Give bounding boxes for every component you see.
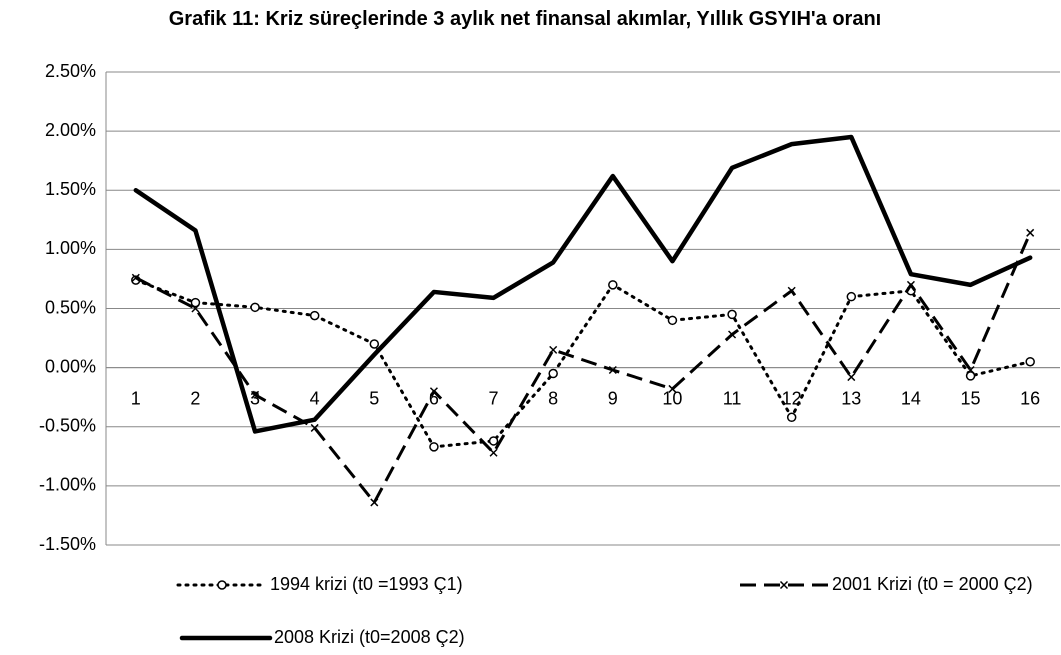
point-marker: [429, 387, 438, 396]
point-marker: [786, 412, 797, 423]
point-marker: [787, 286, 796, 295]
x-tick-label: 11: [723, 388, 742, 408]
point-marker: [1025, 356, 1035, 367]
x-tick-label: 2: [190, 388, 200, 408]
legend-label: 2001 Krizi (t0 = 2000 Ç2): [832, 574, 1033, 594]
y-tick-label: 2.50%: [45, 61, 96, 81]
point-marker: [779, 580, 789, 590]
point-marker: [548, 368, 558, 379]
series-line: [135, 232, 1032, 504]
x-tick-label: 15: [961, 388, 981, 408]
point-marker: [668, 384, 677, 393]
point-marker: [608, 280, 618, 290]
point-marker: [309, 310, 320, 321]
point-marker: [369, 339, 380, 349]
point-marker: [965, 371, 976, 381]
point-marker: [190, 297, 201, 308]
legend-label: 2008 Krizi (t0=2008 Ç2): [274, 627, 465, 647]
point-marker: [608, 365, 617, 375]
x-tick-label: 10: [662, 388, 682, 408]
x-tick-label: 8: [548, 388, 558, 408]
point-marker: [846, 291, 857, 302]
x-tick-label: 13: [841, 388, 861, 408]
point-marker: [1026, 228, 1035, 237]
y-tick-label: -1.00%: [39, 475, 96, 495]
point-marker: [429, 442, 439, 452]
point-marker: [250, 302, 260, 313]
point-marker: [370, 498, 379, 507]
x-tick-label: 3: [250, 388, 260, 408]
point-marker: [906, 280, 915, 289]
x-tick-label: 14: [901, 388, 921, 408]
x-tick-label: 6: [429, 388, 439, 408]
point-marker: [217, 580, 227, 590]
point-marker: [847, 373, 856, 382]
y-tick-label: 0.00%: [45, 356, 96, 376]
point-marker: [251, 390, 260, 399]
point-marker: [131, 273, 140, 282]
x-tick-label: 4: [310, 388, 320, 408]
point-marker: [667, 315, 678, 326]
x-tick-label: 7: [489, 388, 499, 408]
x-tick-label: 1: [131, 388, 141, 408]
y-tick-label: 2.00%: [45, 120, 96, 140]
y-tick-label: -1.50%: [39, 534, 96, 554]
point-marker: [966, 365, 975, 375]
point-marker: [191, 304, 200, 313]
series-line: [134, 278, 1032, 449]
y-tick-label: -0.50%: [39, 416, 96, 436]
point-marker: [310, 423, 319, 432]
x-tick-label: 16: [1020, 388, 1040, 408]
x-tick-label: 9: [608, 388, 618, 408]
x-tick-label: 5: [369, 388, 379, 408]
legend-label: 1994 krizi (t0 =1993 Ç1): [270, 574, 463, 594]
point-marker: [728, 330, 737, 339]
point-marker: [488, 436, 499, 446]
chart-title: Grafik 11: Kriz süreçlerinde 3 aylık net…: [168, 8, 882, 30]
point-marker: [489, 448, 498, 457]
series-line: [133, 134, 1033, 434]
point-marker: [549, 345, 558, 354]
y-tick-label: 0.50%: [45, 297, 96, 317]
x-tick-label: 12: [782, 388, 802, 408]
y-tick-label: 1.00%: [45, 238, 96, 258]
point-marker: [727, 309, 737, 320]
y-tick-label: 1.50%: [45, 179, 96, 199]
